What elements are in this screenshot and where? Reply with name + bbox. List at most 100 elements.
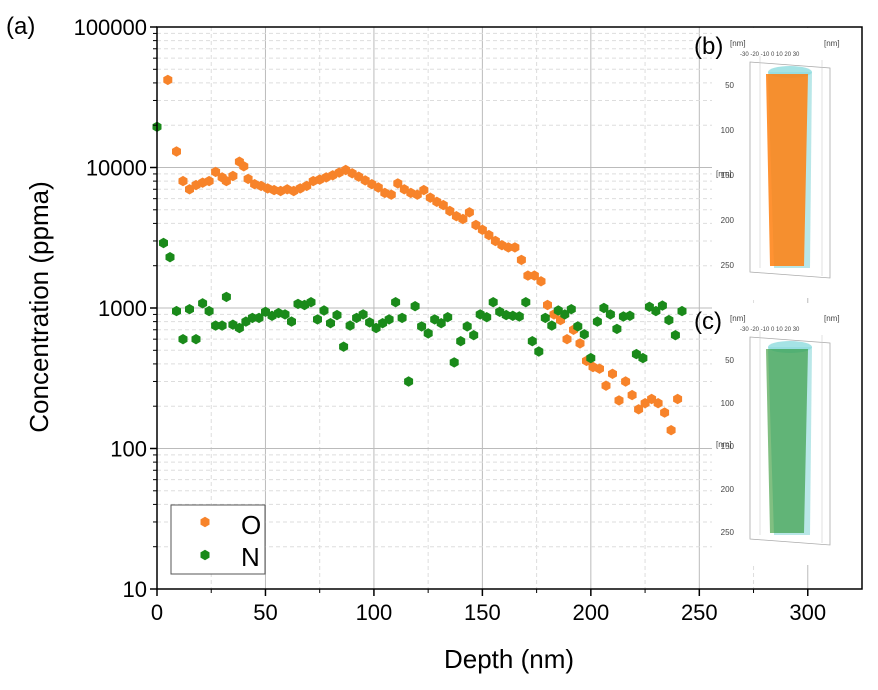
y-tick-label: 100000 [74,15,147,40]
data-point-n [204,305,214,317]
data-point-n [391,297,401,308]
data-point-n [527,336,537,347]
data-point-n [521,297,531,308]
data-point-n [547,320,557,331]
data-point-o [666,425,676,436]
data-point-n [191,334,201,345]
legend-label-o: O [241,510,261,540]
data-point-n [198,298,208,309]
data-point-n [469,330,479,341]
data-point-o [614,395,624,406]
data-point-n [345,320,355,331]
data-point-n [566,304,576,315]
y-tick-label: 10 [123,577,147,602]
inset-top-ticks: -30 -20 -10 0 10 20 30 [740,327,800,333]
x-tick-label: 150 [464,600,501,625]
data-point-o [653,398,663,409]
data-point-n [358,309,368,320]
data-point-n [670,330,680,341]
data-point-o [543,299,552,311]
inset-atom-cloud [766,74,808,266]
inset-side-tick: 200 [721,216,735,225]
data-point-o [627,389,637,401]
data-point-n [384,314,394,325]
y-tick-label: 10000 [86,156,147,181]
data-point-o [438,199,448,211]
inset-side-tick: 250 [721,261,735,270]
inset-side-tick: 200 [721,485,735,494]
legend: O N [170,504,266,575]
data-point-o [419,184,429,196]
inset-b: (b) [nm] [nm] [nm] -30 -20 -10 0 10 20 30 50 1… [694,28,862,298]
panel-label-a: (a) [6,13,35,40]
data-point-o [634,404,644,415]
data-point-n [540,312,550,324]
data-point-n [165,252,175,263]
data-point-n [326,318,335,329]
inset-side-tick: 50 [725,81,734,90]
data-point-o [673,393,683,405]
inset-atom-cloud [766,349,808,533]
data-point-n [159,237,168,249]
data-point-n [592,316,602,327]
data-point-o [601,380,611,391]
data-point-n [605,309,615,320]
inset-axis-unit: [nm] [716,170,732,179]
data-point-n [365,317,375,328]
x-tick-label: 200 [572,600,609,625]
y-axis-title: Concentration (ppma) [24,181,54,432]
data-point-n [287,316,296,327]
data-point-o [228,170,238,182]
data-point-n [417,321,427,332]
x-tick-label: 100 [356,600,393,625]
x-tick-label: 250 [681,600,718,625]
data-point-n [514,311,524,322]
data-point-n [462,321,472,332]
legend-marker-n [200,549,210,561]
axes: 0 50 100 150 200 250 300 10 100 1000 10000 100000 [74,15,827,625]
inset-panel-label: (c) [694,308,722,335]
inset-axis-unit: [nm] [716,440,732,449]
inset-axis-unit: [nm] [730,39,746,48]
inset-wireframe [749,336,831,546]
data-point-n [638,352,648,364]
y-tick-label: 100 [110,437,147,462]
data-point-n [332,309,342,321]
data-point-n [579,329,589,340]
data-point-n [612,323,622,335]
data-point-n [436,318,446,329]
inset-c: (c) [nm] [nm] [nm] -30 -20 -10 0 10 20 30 50 1… [694,303,862,565]
data-point-o [464,207,474,218]
data-point-n [339,341,349,352]
x-tick-label: 300 [789,600,826,625]
data-point-n [423,328,433,339]
data-point-n [221,291,231,303]
data-point-o [516,254,526,266]
data-point-o [172,146,181,157]
data-point-n [443,312,453,323]
legend-label-n: N [241,542,260,572]
data-point-n [319,305,329,316]
data-points [152,74,687,436]
data-point-n [254,312,264,324]
data-point-n [397,312,407,324]
data-point-n [306,297,316,308]
data-point-n [449,357,459,368]
data-point-o [178,175,188,187]
x-axis-title: Depth (nm) [444,644,574,674]
legend-box [170,504,266,575]
data-point-n [573,321,583,332]
inset-side-tick: 50 [725,356,734,365]
inset-panel-label: (b) [694,33,723,60]
data-point-n [534,346,544,357]
inset-axis-unit: [nm] [824,39,840,48]
data-point-n [217,320,227,331]
data-point-o [373,182,383,193]
data-point-n [234,322,244,334]
inset-axis-unit: [nm] [824,314,840,323]
inset-side-tick: 100 [721,126,735,135]
data-point-n [657,300,667,311]
data-point-n [404,376,414,387]
inset-wireframe [749,61,831,279]
